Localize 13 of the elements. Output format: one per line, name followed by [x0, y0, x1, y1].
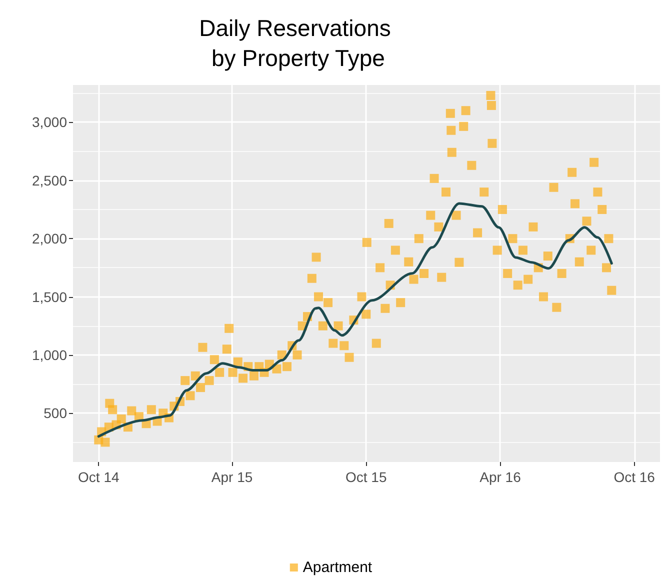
y-tick-label: 1,500 — [32, 288, 68, 305]
y-tick-label: 3,000 — [32, 114, 68, 130]
y-tick-label: 500 — [44, 405, 68, 422]
x-tick-label: Apr 16 — [480, 469, 522, 485]
y-tick-label: 2,500 — [32, 172, 68, 188]
legend-label: Apartment — [302, 559, 373, 576]
y-tick-label: 2,000 — [32, 230, 68, 247]
chart-title: Daily Reservations by Property Type — [199, 15, 391, 71]
x-tick-label: Apr 15 — [211, 469, 253, 485]
y-tick-label: 1,000 — [32, 346, 68, 363]
x-tick-label: Oct 15 — [346, 469, 387, 485]
x-tick-label: Oct 16 — [614, 469, 656, 485]
x-tick-label: Oct 14 — [78, 469, 120, 485]
